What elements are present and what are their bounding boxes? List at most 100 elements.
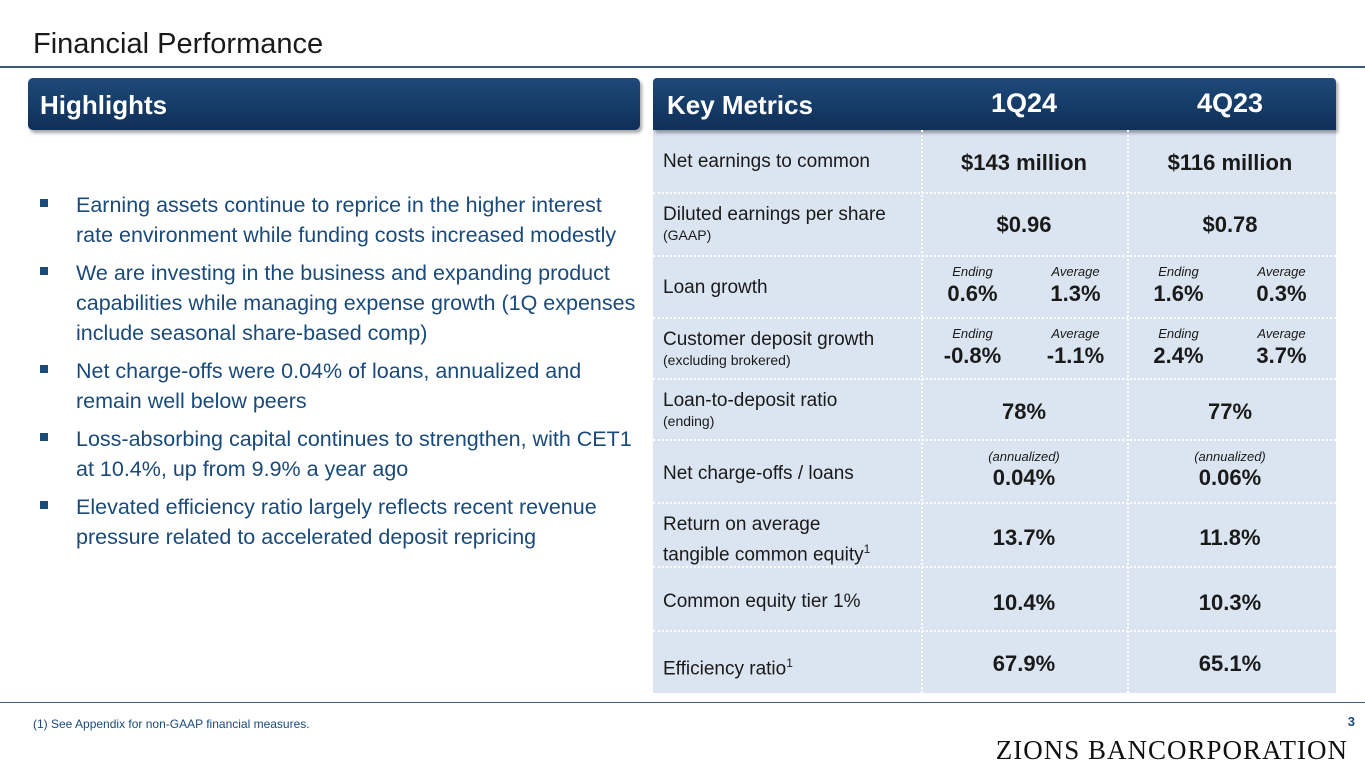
- metric-label-text: Loan-to-deposit ratio: [663, 390, 838, 411]
- value-4q23-average: Average 0.3%: [1230, 264, 1333, 308]
- list-item: We are investing in the business and exp…: [36, 258, 636, 348]
- bullet-square-icon: [40, 199, 48, 207]
- value-number: 0.04%: [992, 465, 1056, 490]
- bullet-square-icon: [40, 501, 48, 509]
- value-4q23: $116 million: [1167, 150, 1293, 175]
- annualized-caption: (annualized): [988, 449, 1060, 464]
- table-row-eps: Diluted earnings per share (GAAP) $0.96 $…: [653, 194, 1336, 257]
- value-1q24: 67.9%: [992, 651, 1056, 676]
- value-number: 0.06%: [1198, 465, 1262, 490]
- metric-label: Net charge-offs / loans: [663, 463, 854, 484]
- ending-value: 0.6%: [947, 281, 998, 306]
- value-1q24: (annualized) 0.04%: [921, 449, 1127, 491]
- company-logo: ZIONS BANCORPORATION: [995, 735, 1348, 765]
- column-divider: [1127, 130, 1129, 693]
- highlights-list: Earning assets continue to reprice in th…: [36, 190, 636, 560]
- metric-label-text: Diluted earnings per share: [663, 204, 886, 225]
- list-item: Earning assets continue to reprice in th…: [36, 190, 636, 250]
- highlights-header-label: Highlights: [40, 90, 168, 120]
- metric-label: Net earnings to common: [663, 151, 870, 172]
- period-4q23-header: 4Q23: [1196, 88, 1264, 118]
- metric-label-text: Customer deposit growth: [663, 329, 875, 350]
- metric-label-text: Efficiency ratio: [663, 658, 787, 680]
- title-divider: [0, 66, 1365, 68]
- highlights-header: Highlights: [28, 78, 640, 130]
- bullet-square-icon: [40, 433, 48, 441]
- row-divider: [653, 317, 1336, 319]
- table-row-cet1: Common equity tier 1% 10.4% 10.3%: [653, 568, 1336, 632]
- list-item: Net charge-offs were 0.04% of loans, ann…: [36, 356, 636, 416]
- value-4q23: 10.3%: [1198, 590, 1262, 615]
- table-row-efficiency: Efficiency ratio1 67.9% 65.1%: [653, 632, 1336, 693]
- value-1q24: $0.96: [996, 212, 1052, 237]
- row-divider: [653, 192, 1336, 194]
- value-4q23: $0.78: [1202, 212, 1258, 237]
- metric-label: Return on average tangible common equity1: [663, 513, 870, 567]
- bullet-square-icon: [40, 267, 48, 275]
- row-divider: [653, 566, 1336, 568]
- average-value: 0.3%: [1256, 281, 1307, 306]
- footnote-marker: 1: [786, 656, 793, 670]
- value-4q23: 65.1%: [1198, 651, 1262, 676]
- metric-label: Diluted earnings per share (GAAP): [663, 204, 886, 244]
- row-divider: [653, 439, 1336, 441]
- list-item: Elevated efficiency ratio largely reflec…: [36, 492, 636, 552]
- ending-caption: Ending: [952, 326, 993, 341]
- metric-label-line2: tangible common equity: [663, 544, 864, 566]
- average-value: 3.7%: [1256, 343, 1307, 368]
- table-row-net-charge-offs: Net charge-offs / loans (annualized) 0.04…: [653, 441, 1336, 504]
- bullet-text: We are investing in the business and exp…: [76, 261, 636, 345]
- value-1q24: $143 million: [961, 150, 1087, 175]
- value-1q24-ending: Ending 0.6%: [921, 264, 1024, 308]
- key-metrics-table: [653, 125, 1336, 693]
- value-4q23-ending: Ending 1.6%: [1127, 264, 1230, 308]
- ending-caption: Ending: [952, 264, 993, 279]
- metric-label: Common equity tier 1%: [663, 591, 861, 612]
- bullet-text: Elevated efficiency ratio largely reflec…: [76, 495, 597, 549]
- bullet-text: Loss-absorbing capital continues to stre…: [76, 427, 632, 481]
- ending-value: 1.6%: [1153, 281, 1204, 306]
- row-divider: [653, 502, 1336, 504]
- table-row-loan-growth: Loan growth Ending 0.6% Average 1.3% Endin…: [653, 257, 1336, 319]
- key-metrics-header-label: Key Metrics: [667, 90, 813, 120]
- value-1q24-ending: Ending -0.8%: [921, 326, 1024, 370]
- row-divider: [653, 255, 1336, 257]
- footnote-marker: 1: [863, 542, 871, 556]
- row-divider: [653, 378, 1336, 380]
- page-number: 3: [1347, 714, 1355, 729]
- footnote: (1) See Appendix for non-GAAP financial …: [33, 717, 310, 731]
- metric-label: Efficiency ratio1: [663, 652, 793, 680]
- value-1q24: 13.7%: [992, 525, 1056, 550]
- page-title: Financial Performance: [33, 28, 324, 60]
- key-metrics-header: Key Metrics 1Q24 4Q23: [653, 78, 1336, 130]
- table-row-loan-to-deposit: Loan-to-deposit ratio (ending) 78% 77%: [653, 380, 1336, 441]
- table-row-net-earnings: Net earnings to common $143 million $116…: [653, 130, 1336, 194]
- value-4q23: 77%: [1207, 399, 1253, 424]
- value-1q24: 10.4%: [992, 590, 1056, 615]
- average-caption: Average: [1257, 326, 1306, 341]
- period-1q24-header: 1Q24: [990, 88, 1058, 118]
- metric-sublabel: (excluding brokered): [663, 352, 791, 368]
- bullet-text: Earning assets continue to reprice in th…: [76, 193, 617, 247]
- value-1q24-average: Average -1.1%: [1024, 326, 1127, 370]
- footer-divider: [0, 702, 1365, 703]
- value-4q23-average: Average 3.7%: [1230, 326, 1333, 370]
- metric-label: Customer deposit growth (excluding broker…: [663, 329, 874, 369]
- ending-value: -0.8%: [943, 343, 1002, 368]
- average-value: 1.3%: [1050, 281, 1101, 306]
- metric-label: Loan growth: [663, 277, 768, 298]
- list-item: Loss-absorbing capital continues to stre…: [36, 424, 636, 484]
- bullet-text: Net charge-offs were 0.04% of loans, ann…: [76, 359, 582, 413]
- bullet-square-icon: [40, 365, 48, 373]
- average-caption: Average: [1051, 264, 1100, 279]
- metric-label: Loan-to-deposit ratio (ending): [663, 390, 837, 430]
- average-caption: Average: [1051, 326, 1100, 341]
- metric-sublabel: (ending): [663, 413, 715, 429]
- average-caption: Average: [1257, 264, 1306, 279]
- column-divider: [921, 130, 923, 693]
- value-4q23: (annualized) 0.06%: [1127, 449, 1333, 491]
- ending-value: 2.4%: [1153, 343, 1204, 368]
- value-4q23: 11.8%: [1199, 525, 1261, 550]
- value-4q23-ending: Ending 2.4%: [1127, 326, 1230, 370]
- metric-label-line1: Return on average: [663, 514, 821, 535]
